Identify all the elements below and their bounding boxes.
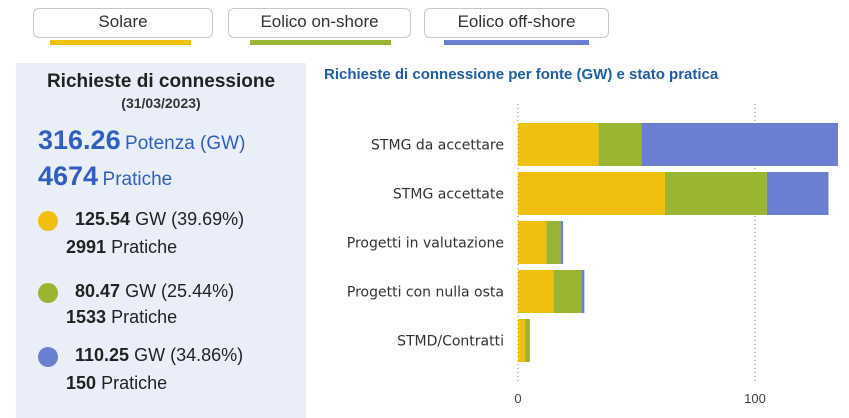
x-tick-label: 100 bbox=[744, 391, 766, 406]
bar-segment bbox=[518, 270, 554, 313]
category-label: STMG da accettare bbox=[371, 138, 504, 154]
bar-segment bbox=[518, 221, 547, 264]
legend-button-solare[interactable]: Solare bbox=[33, 8, 213, 38]
total-power-row: 316.26 Potenza (GW) bbox=[38, 125, 245, 156]
bar-segment bbox=[598, 123, 642, 166]
legend-button-eolico-off-shore[interactable]: Eolico off-shore bbox=[424, 8, 609, 38]
bar-segment bbox=[518, 172, 665, 215]
x-tick-label: 0 bbox=[514, 391, 521, 406]
source-eolico-on-shore-gw: 80.47 GW (25.44%) bbox=[75, 281, 235, 301]
total-power-value: 316.26 bbox=[38, 125, 121, 155]
dot-solare bbox=[38, 211, 58, 231]
source-eolico-off-shore-pratiche: 150 Pratiche bbox=[66, 373, 168, 393]
bar-segment bbox=[560, 221, 564, 264]
summary-title: Richieste di connessione bbox=[46, 71, 276, 92]
source-eolico-off-shore-gw: 110.25 GW (34.86%) bbox=[75, 345, 244, 365]
bar-segment bbox=[518, 123, 599, 166]
bar-segment bbox=[546, 221, 561, 264]
source-solare-gw: 125.54 GW (39.69%) bbox=[75, 209, 245, 229]
bar-segment bbox=[581, 270, 585, 313]
bar-segment bbox=[553, 270, 582, 313]
chart-title: Richieste di connessione per fonte (GW) … bbox=[324, 66, 719, 83]
legend-button-eolico-on-shore[interactable]: Eolico on-shore bbox=[228, 8, 411, 38]
dot-eolico-off-shore bbox=[38, 347, 58, 367]
bar-segment bbox=[518, 319, 526, 362]
bar-segment bbox=[664, 172, 767, 215]
bar-segment bbox=[641, 123, 838, 166]
category-label: Progetti con nulla osta bbox=[347, 285, 504, 301]
bar-segment bbox=[766, 172, 829, 215]
dot-eolico-on-shore bbox=[38, 283, 58, 303]
total-power-label: Potenza (GW) bbox=[125, 133, 246, 154]
source-solare-pratiche: 2991 Pratiche bbox=[66, 237, 178, 257]
total-count-label: Pratiche bbox=[102, 169, 173, 190]
category-label: STMG accettate bbox=[393, 187, 504, 203]
summary-panel: Richieste di connessione (31/03/2023) 31… bbox=[16, 63, 306, 418]
summary-date: (31/03/2023) bbox=[121, 95, 201, 111]
source-eolico-on-shore-pratiche: 1533 Pratiche bbox=[66, 307, 178, 327]
bar-segment bbox=[525, 319, 530, 362]
category-label: STMD/Contratti bbox=[397, 334, 504, 350]
total-count-row: 4674 Pratiche bbox=[38, 161, 172, 192]
legend-swatch-eolico-off-shore bbox=[444, 40, 589, 45]
category-label: Progetti in valutazione bbox=[347, 236, 504, 252]
legend-swatch-eolico-on-shore bbox=[250, 40, 391, 45]
legend-swatch-solare bbox=[50, 40, 191, 45]
total-count-value: 4674 bbox=[38, 161, 99, 191]
